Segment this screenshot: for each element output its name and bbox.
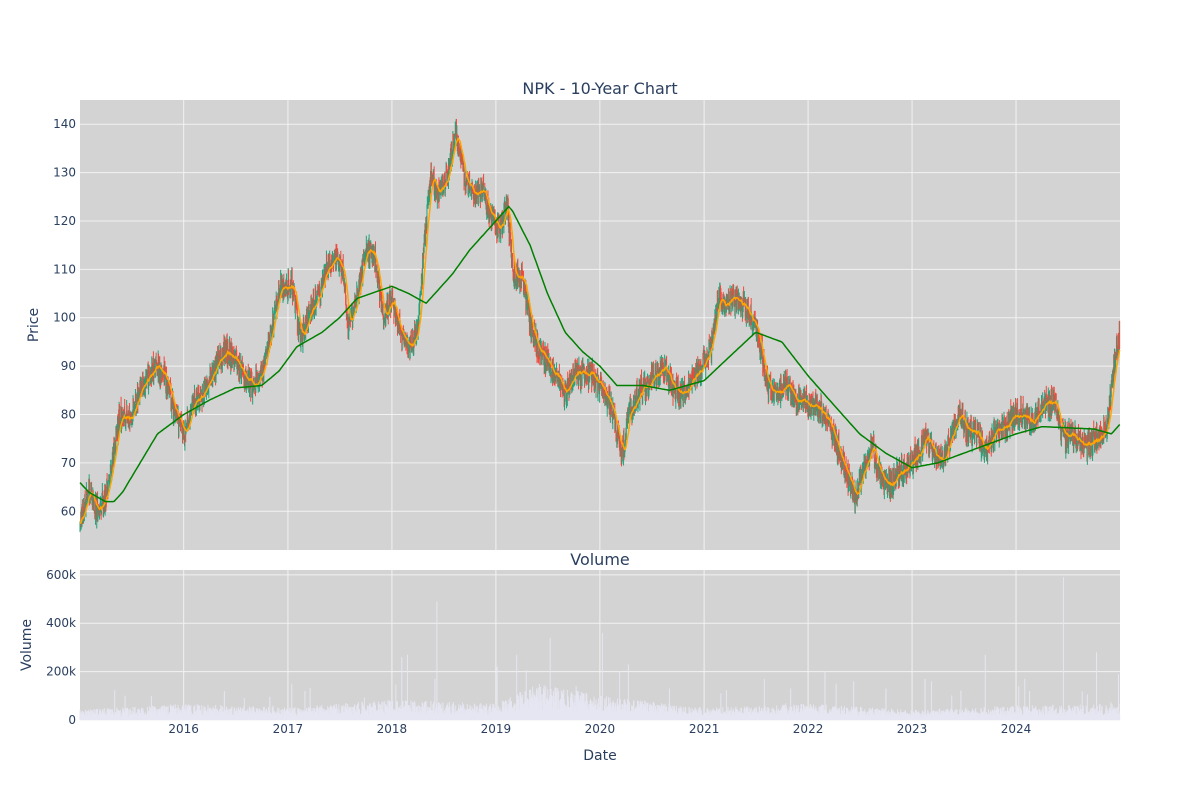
price-y-tick-label: 60 (61, 504, 76, 518)
price-y-tick-label: 70 (61, 456, 76, 470)
price-y-tick-label: 140 (53, 117, 76, 131)
price-y-tick-label: 100 (53, 311, 76, 325)
price-y-tick-label: 120 (53, 214, 76, 228)
price-y-tick-label: 90 (61, 359, 76, 373)
price-y-tick-label: 130 (53, 166, 76, 180)
price-y-tick-label: 80 (61, 408, 76, 422)
price-y-tick-label: 110 (53, 262, 76, 276)
